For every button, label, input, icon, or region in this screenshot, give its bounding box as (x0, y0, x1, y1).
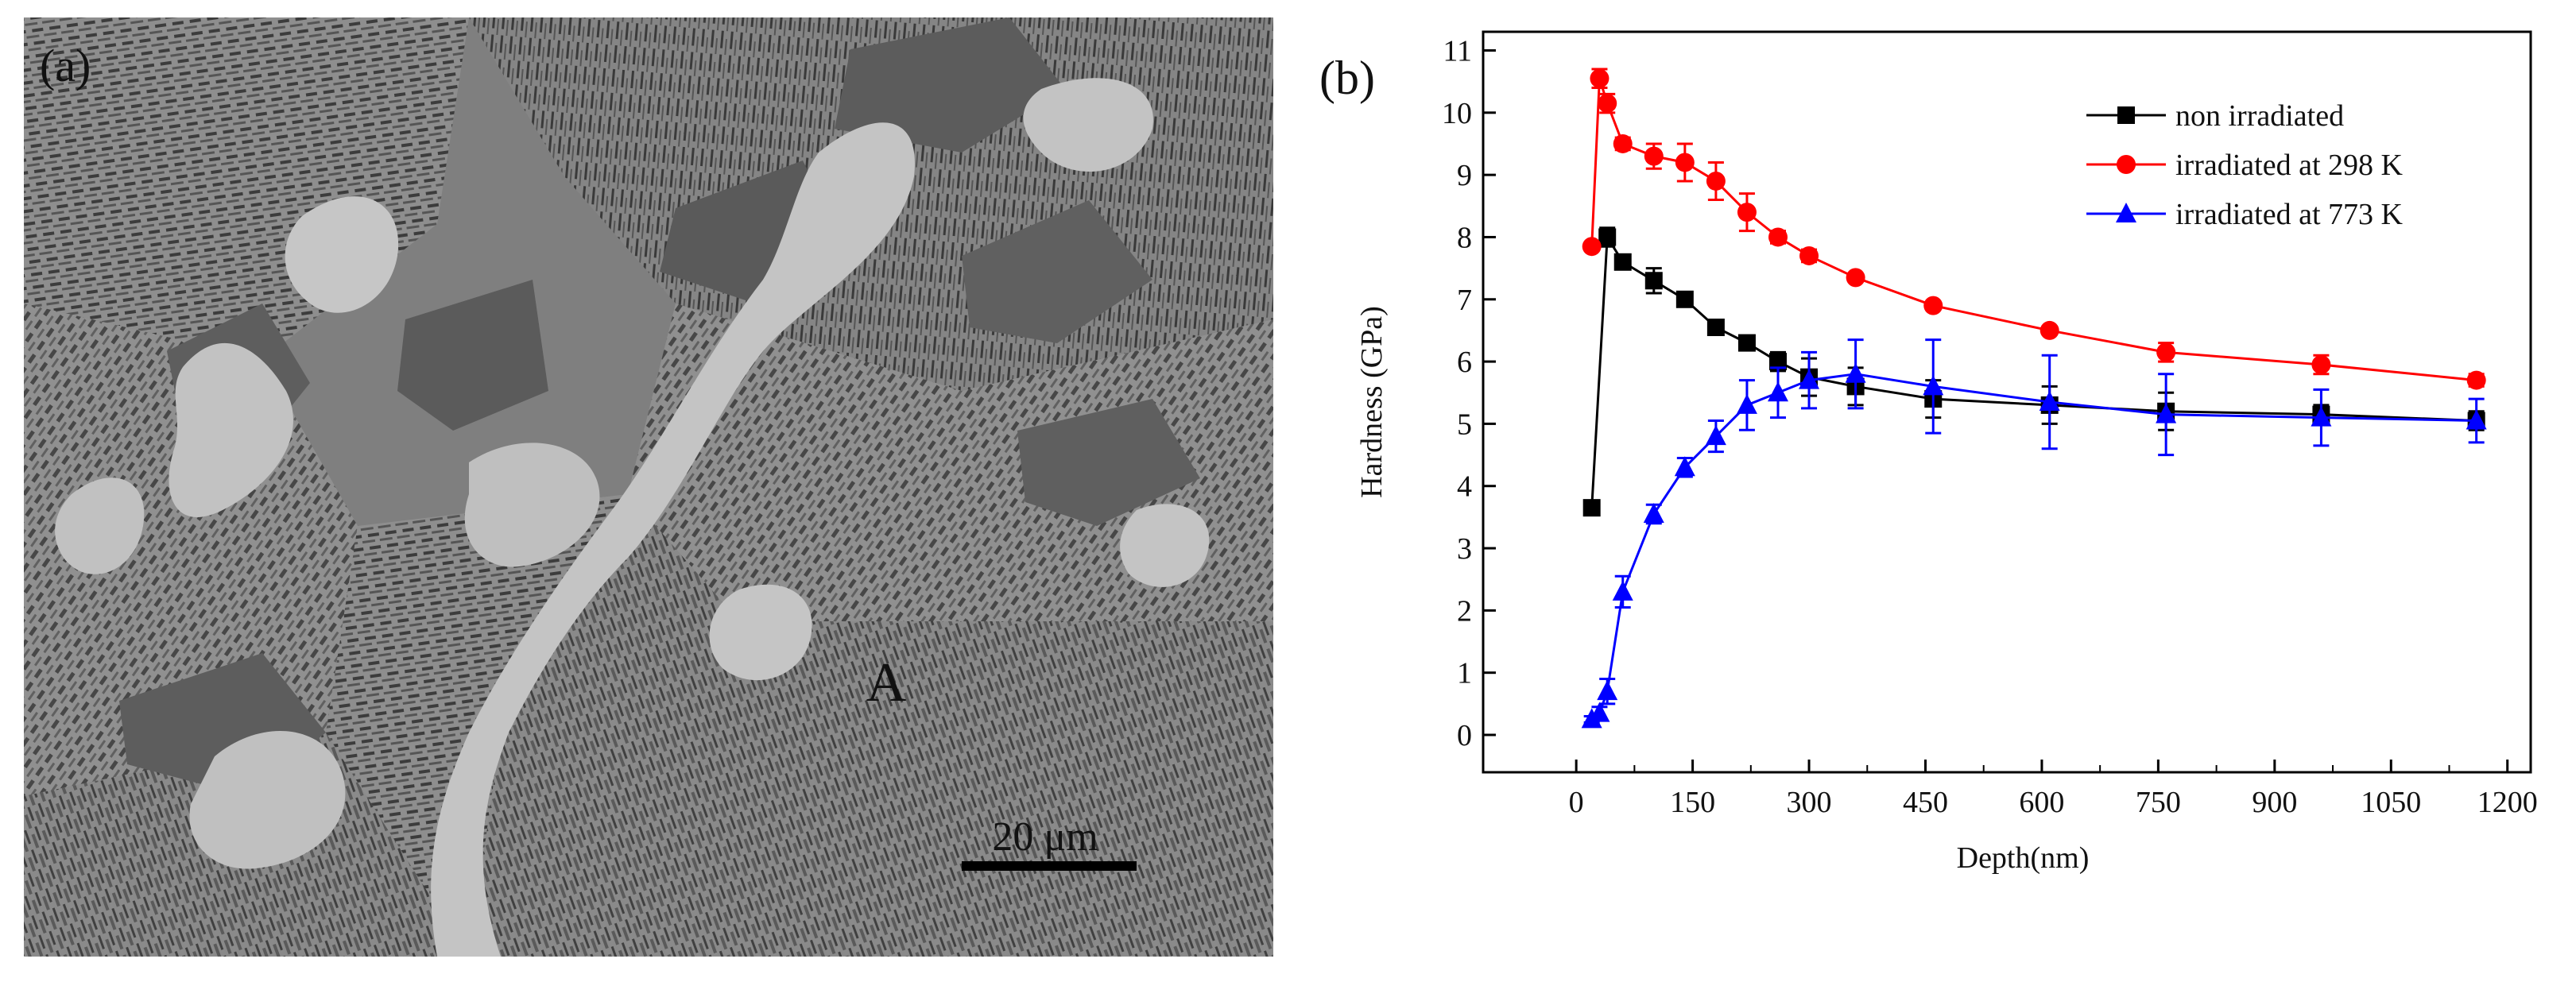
data-point (1706, 171, 1726, 191)
series-line (1590, 373, 2477, 721)
y-tick-label: 5 (1457, 408, 1472, 441)
legend-entry: irradiated at 773 K (2175, 198, 2404, 231)
y-tick-label: 8 (1457, 221, 1472, 254)
data-point (1590, 68, 1610, 88)
data-point (1799, 369, 1820, 389)
data-point (2466, 409, 2487, 430)
y-tick-label: 10 (1442, 97, 1472, 130)
data-point (2117, 155, 2136, 174)
data-point (2466, 370, 2486, 390)
data-point (1845, 362, 1866, 383)
data-point (1846, 268, 1865, 288)
x-tick-label: 150 (1670, 786, 1715, 819)
legend-entry: non irradiated (2175, 99, 2344, 133)
panel-b-label: (b) (1319, 52, 1375, 104)
hardness-depth-chart: (b) 0 1 2 3 4 5 6 7 8 9 10 11 0 150 300 450 600 750 900 105… (1319, 30, 2538, 875)
data-point (2116, 203, 2136, 222)
y-tick-label: 3 (1457, 532, 1472, 566)
data-point (1598, 94, 1617, 114)
region-label-a: A (866, 652, 907, 713)
data-point (1736, 393, 1757, 414)
data-point (2311, 355, 2331, 375)
panel-a-label: (a) (40, 40, 91, 91)
data-point (1612, 580, 1633, 601)
series-2 (1581, 338, 2487, 729)
scale-bar-label: 20 μm (992, 814, 1098, 860)
micrograph-panel: 20 μm (a) A (24, 17, 1273, 957)
y-axis-label: Hardness (GPa) (1355, 306, 1389, 498)
data-point (1923, 375, 1944, 396)
x-axis-label: Depth(nm) (1957, 841, 2090, 875)
x-tick-label: 0 (1569, 786, 1584, 819)
data-point (1582, 499, 1601, 517)
data-point (1674, 456, 1695, 477)
y-tick-label: 2 (1457, 594, 1472, 628)
data-point (1705, 425, 1726, 446)
x-tick-label: 750 (2136, 786, 2181, 819)
data-point (1582, 237, 1602, 257)
data-point (1737, 334, 1756, 352)
series-1 (1582, 68, 2486, 390)
data-point (1706, 319, 1725, 337)
data-point (1589, 702, 1610, 722)
data-point (1597, 680, 1618, 701)
y-tick-label: 7 (1457, 284, 1472, 317)
series-0 (1582, 226, 2485, 517)
data-point (1644, 272, 1663, 290)
series-line (1590, 78, 2477, 382)
x-tick-label: 300 (1787, 786, 1832, 819)
y-tick-label: 1 (1457, 657, 1472, 690)
data-point (2156, 342, 2176, 362)
data-point (1598, 228, 1617, 246)
y-tick-label: 6 (1457, 346, 1472, 379)
y-tick-label: 11 (1443, 34, 1472, 68)
data-point (1675, 290, 1694, 308)
data-point (1737, 203, 1757, 222)
x-tick-label: 450 (1903, 786, 1948, 819)
data-point (1799, 246, 1819, 265)
legend-entry: irradiated at 298 K (2175, 149, 2404, 182)
x-tick-label: 1200 (2477, 786, 2538, 819)
data-point (1613, 253, 1632, 271)
data-point (2156, 403, 2177, 423)
data-point (1768, 353, 1787, 371)
y-tick-label: 0 (1457, 719, 1472, 752)
data-point (1613, 133, 1633, 153)
plot-frame (1482, 30, 2532, 774)
data-point (1644, 146, 1664, 166)
x-tick-label: 1050 (2361, 786, 2421, 819)
y-tick-label: 4 (1457, 470, 1472, 504)
data-point (2117, 106, 2135, 124)
y-tick-label: 9 (1457, 159, 1472, 192)
data-point (1768, 227, 1788, 247)
data-point (2311, 406, 2332, 427)
data-point (1923, 296, 1943, 315)
x-tick-label: 600 (2019, 786, 2064, 819)
series-line (1590, 233, 2477, 508)
data-point (1767, 381, 1788, 402)
data-point (1675, 153, 1695, 172)
x-tick-label: 900 (2252, 786, 2297, 819)
data-point (2039, 320, 2059, 340)
data-point (2039, 391, 2060, 411)
data-point (1643, 502, 1664, 523)
scale-bar (962, 861, 1137, 871)
